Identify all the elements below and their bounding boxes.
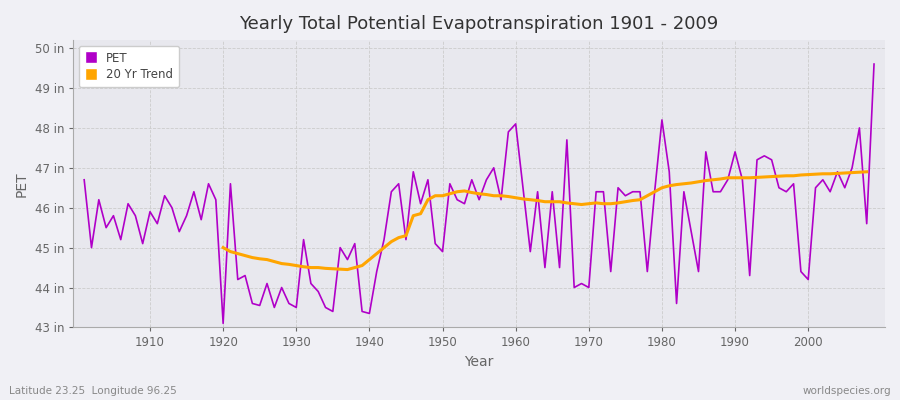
Text: Latitude 23.25  Longitude 96.25: Latitude 23.25 Longitude 96.25 (9, 386, 176, 396)
X-axis label: Year: Year (464, 355, 494, 369)
Title: Yearly Total Potential Evapotranspiration 1901 - 2009: Yearly Total Potential Evapotranspiratio… (239, 15, 719, 33)
Y-axis label: PET: PET (15, 171, 29, 196)
Legend: PET, 20 Yr Trend: PET, 20 Yr Trend (79, 46, 179, 87)
Text: worldspecies.org: worldspecies.org (803, 386, 891, 396)
